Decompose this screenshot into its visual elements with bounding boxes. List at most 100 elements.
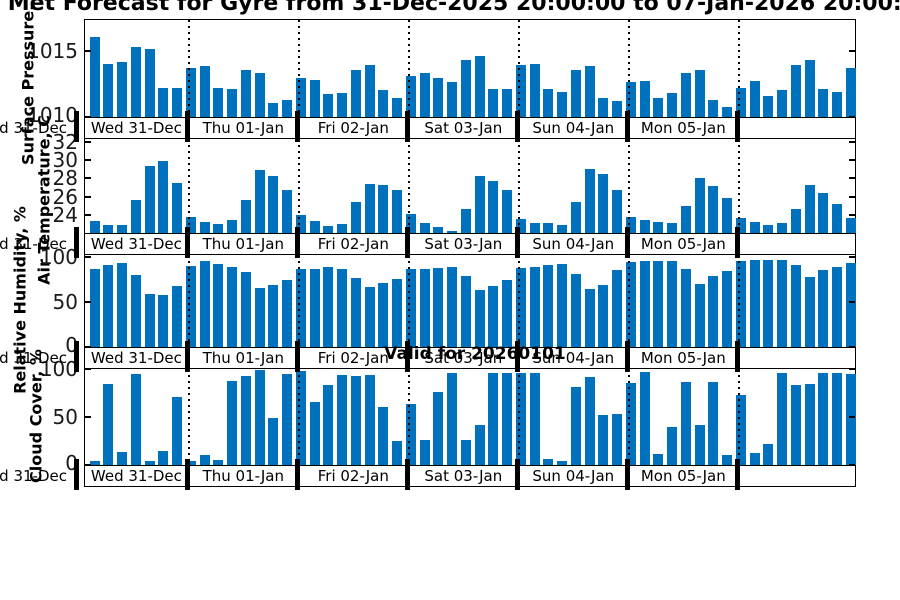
day-boundary-tick bbox=[624, 111, 630, 142]
bar-surface-pressure bbox=[680, 73, 691, 118]
bar-cloud-cover bbox=[323, 385, 334, 466]
day-boundary-tick bbox=[624, 227, 630, 258]
bar-cloud-cover bbox=[584, 376, 595, 466]
bar-surface-pressure bbox=[172, 87, 182, 118]
edge-day-label: Wed 31-Dec bbox=[0, 235, 67, 253]
bar-air-temperature bbox=[227, 219, 237, 234]
bar-surface-pressure bbox=[378, 90, 389, 118]
bar-surface-pressure bbox=[185, 67, 196, 118]
edge-day-label: Wed 31-Dec bbox=[0, 349, 67, 367]
bar-cloud-cover bbox=[694, 424, 705, 466]
day-boundary-tick bbox=[404, 341, 410, 372]
day-boundary-line bbox=[738, 255, 741, 348]
bar-surface-pressure bbox=[337, 92, 347, 118]
bar-air-temperature bbox=[749, 221, 760, 234]
day-label-row: Wed 31-Dec Thu 01-Jan Fri 02-Jan Sat 03-Jan… bbox=[83, 347, 856, 369]
bar-relative-humidity bbox=[268, 284, 279, 348]
bar-relative-humidity bbox=[529, 266, 540, 348]
bar-air-temperature bbox=[295, 215, 306, 234]
bar-surface-pressure bbox=[89, 37, 100, 118]
bar-surface-pressure bbox=[309, 79, 320, 118]
ytick-mark-left bbox=[85, 214, 91, 217]
bar-air-temperature bbox=[625, 217, 636, 234]
bar-surface-pressure bbox=[433, 78, 444, 118]
day-boundary-line bbox=[518, 255, 521, 348]
bar-surface-pressure bbox=[667, 92, 677, 118]
bar-relative-humidity bbox=[488, 285, 499, 348]
day-boundary-tick bbox=[74, 341, 79, 372]
day-boundary-tick bbox=[734, 111, 740, 142]
day-boundary-tick bbox=[734, 341, 740, 372]
day-label-sat-03-jan: Sat 03-Jan bbox=[408, 118, 520, 138]
day-boundary-line bbox=[298, 255, 301, 348]
bar-relative-humidity bbox=[433, 267, 444, 348]
bar-air-temperature bbox=[529, 222, 540, 234]
ytick-mark-left bbox=[85, 368, 91, 370]
bar-relative-humidity bbox=[763, 259, 774, 348]
bar-air-temperature bbox=[268, 175, 279, 234]
bar-cloud-cover bbox=[172, 396, 182, 466]
bar-cloud-cover bbox=[502, 372, 512, 466]
bar-cloud-cover bbox=[474, 424, 485, 466]
bar-cloud-cover bbox=[364, 374, 375, 466]
bar-surface-pressure bbox=[447, 82, 457, 118]
ytick-mark-right bbox=[849, 195, 855, 198]
bar-air-temperature bbox=[254, 170, 265, 234]
bar-surface-pressure bbox=[227, 88, 237, 118]
bar-surface-pressure bbox=[323, 94, 334, 118]
bar-relative-humidity bbox=[185, 265, 196, 348]
day-label-wed-31-dec: Wed 31-Dec bbox=[84, 466, 190, 486]
bar-cloud-cover bbox=[818, 372, 829, 466]
ytick-mark-left bbox=[85, 195, 91, 198]
bar-relative-humidity bbox=[89, 268, 100, 348]
bar-relative-humidity bbox=[130, 274, 141, 348]
day-label-row: Wed 31-Dec Thu 01-Jan Fri 02-Jan Sat 03-Jan… bbox=[83, 465, 856, 487]
bar-air-temperature bbox=[309, 220, 320, 234]
ytick-mark-right bbox=[849, 177, 855, 180]
day-boundary-line bbox=[518, 369, 521, 466]
bar-relative-humidity bbox=[447, 266, 457, 348]
bar-relative-humidity bbox=[337, 268, 347, 348]
day-boundary-tick bbox=[74, 459, 79, 490]
day-boundary-line bbox=[408, 369, 411, 466]
day-boundary-tick bbox=[404, 227, 410, 258]
day-label-sun-04-jan: Sun 04-Jan bbox=[518, 348, 630, 368]
bar-air-temperature bbox=[832, 204, 842, 234]
bar-air-temperature bbox=[488, 181, 499, 234]
valid-for-label: Valid for 20260101 bbox=[384, 344, 566, 364]
day-boundary-line bbox=[298, 369, 301, 466]
ytick-label-relative-humidity: 100 bbox=[39, 244, 78, 269]
bar-cloud-cover bbox=[460, 440, 471, 466]
bar-cloud-cover bbox=[804, 384, 815, 466]
bar-air-temperature bbox=[570, 202, 581, 234]
bar-air-temperature bbox=[763, 225, 774, 234]
bar-cloud-cover bbox=[144, 461, 155, 466]
day-boundary-line bbox=[188, 139, 191, 234]
day-label-thu-01-jan: Thu 01-Jan bbox=[188, 234, 300, 254]
day-boundary-tick bbox=[514, 111, 520, 142]
bar-surface-pressure bbox=[722, 107, 732, 118]
ytick-label-air-temperature: 32 bbox=[52, 129, 78, 154]
ylabel-cloud-cover: Cloud Cover, % bbox=[26, 349, 46, 483]
bar-relative-humidity bbox=[144, 293, 155, 348]
bar-relative-humidity bbox=[405, 269, 416, 348]
bar-cloud-cover bbox=[282, 373, 292, 466]
bar-relative-humidity bbox=[158, 294, 169, 348]
bar-cloud-cover bbox=[749, 452, 760, 466]
bar-air-temperature bbox=[777, 222, 787, 234]
bar-relative-humidity bbox=[172, 285, 182, 348]
bar-relative-humidity bbox=[735, 261, 746, 348]
day-label-row: Wed 31-Dec Thu 01-Jan Fri 02-Jan Sat 03-Jan… bbox=[83, 117, 856, 139]
ytick-label-air-temperature: 24 bbox=[52, 203, 78, 228]
bar-surface-pressure bbox=[460, 59, 471, 118]
bar-relative-humidity bbox=[213, 264, 224, 348]
bar-cloud-cover bbox=[117, 451, 127, 466]
bar-cloud-cover bbox=[845, 373, 856, 466]
day-boundary-line bbox=[408, 255, 411, 348]
bar-air-temperature bbox=[543, 223, 554, 234]
bar-cloud-cover bbox=[337, 374, 347, 466]
day-label-wed-31-dec: Wed 31-Dec bbox=[84, 118, 190, 138]
day-label-mon-05-jan: Mon 05-Jan bbox=[628, 234, 740, 254]
bar-cloud-cover bbox=[268, 418, 279, 466]
day-boundary-tick bbox=[74, 227, 79, 258]
